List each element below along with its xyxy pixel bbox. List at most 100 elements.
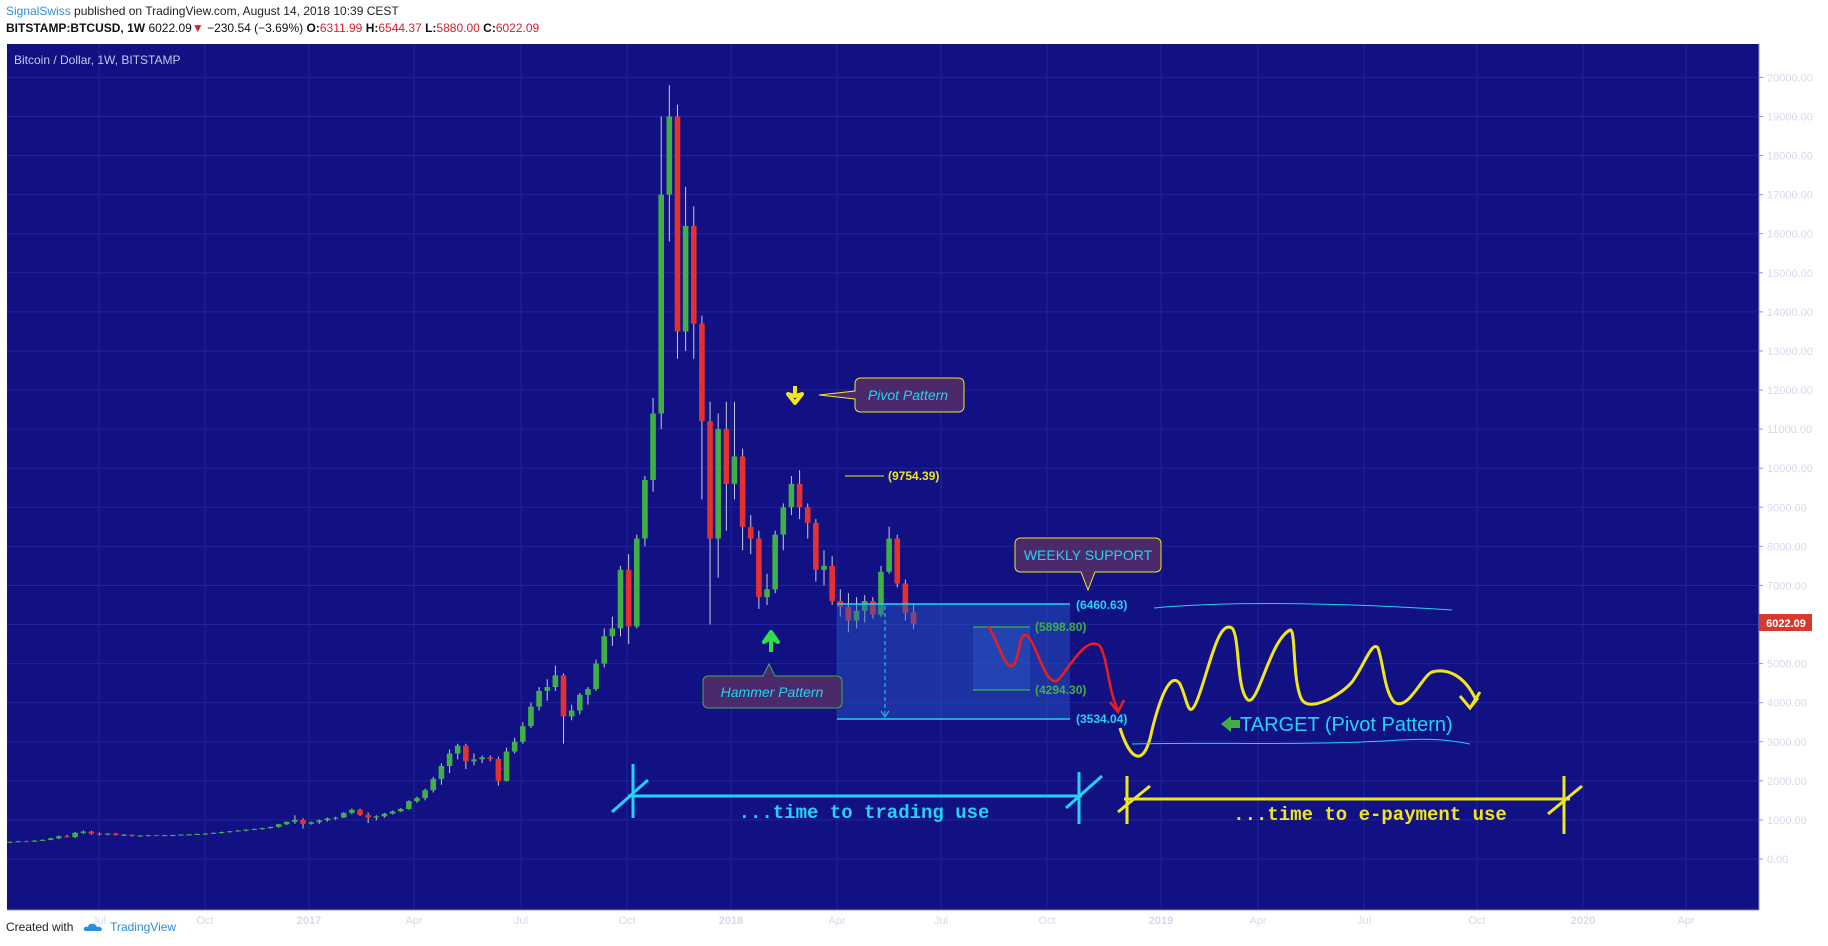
candle-body-bear xyxy=(747,526,754,539)
candle-body-bull xyxy=(186,834,192,836)
pivot-callout xyxy=(818,377,965,413)
candle-body-bull xyxy=(7,841,13,843)
candle-body-bear xyxy=(804,507,811,523)
candle-body-bull xyxy=(251,828,257,830)
pane-title: Bitcoin / Dollar, 1W, BITSTAMP xyxy=(14,53,181,67)
author-link[interactable]: SignalSwiss xyxy=(6,4,71,18)
candle-body-bull xyxy=(528,706,534,727)
candle-body-bull xyxy=(381,813,388,817)
candle-body-bull xyxy=(72,832,78,838)
candle-body-bull xyxy=(56,836,62,839)
candle-body-bull xyxy=(414,798,420,802)
candle-body-bear xyxy=(300,819,306,824)
tradingview-link[interactable]: TradingView xyxy=(110,920,177,934)
candle-body-bull xyxy=(552,675,559,688)
candle-body-bull xyxy=(235,830,241,832)
candle-body-bull xyxy=(349,809,355,813)
price-tick-label: 8000.00 xyxy=(1767,541,1807,553)
candle-body-bear xyxy=(902,583,909,613)
price-tick-label: 7000.00 xyxy=(1767,580,1807,592)
time-tick-label: 2020 xyxy=(1571,915,1595,927)
candle-body-bull xyxy=(80,831,87,833)
candle-body-bear xyxy=(845,606,852,621)
candle-body-bull xyxy=(104,833,111,835)
hammer-up-arrow-icon xyxy=(762,630,780,652)
candle-body-bull xyxy=(31,840,38,842)
price-tick-label: 11000.00 xyxy=(1767,424,1812,436)
candle-body-bear xyxy=(910,612,917,624)
down-arrow-icon: ▼ xyxy=(191,21,204,35)
price-tick-label: 5000.00 xyxy=(1767,659,1807,671)
time-tick-label: 2017 xyxy=(297,915,321,927)
chart-background xyxy=(7,44,1759,910)
price-tick-label: 17000.00 xyxy=(1767,190,1813,202)
candle-body-bull xyxy=(194,833,201,835)
candle-body-bear xyxy=(796,483,803,508)
candle-body-bull xyxy=(853,610,860,621)
price-tick-label: 13000.00 xyxy=(1767,346,1813,358)
candle-body-bull xyxy=(479,757,485,760)
candle-body-bull xyxy=(544,687,551,691)
trading-range-label: ...time to trading use xyxy=(739,802,990,824)
weekly-support-callout xyxy=(1014,537,1162,592)
price-tick-label: 15000.00 xyxy=(1767,268,1813,280)
footer: Created with TradingView xyxy=(6,920,176,934)
candle-body-bear xyxy=(829,565,835,602)
low-value: 5880.00 xyxy=(436,21,480,35)
candle-body-bear xyxy=(870,601,876,615)
low-label: L: xyxy=(425,21,437,35)
time-axis: Jul Oct 2017 Apr Jul Oct 2018 Apr Jul Oct 2019 Apr J… xyxy=(7,909,1759,927)
level-label-6460: (6460.63) xyxy=(1076,598,1127,612)
time-tick-label: Jul xyxy=(1357,915,1371,927)
candle-body-bull xyxy=(308,822,314,824)
time-tick-label: Oct xyxy=(196,915,213,927)
candle-body-bear xyxy=(129,834,135,836)
candle-body-bear xyxy=(487,757,494,759)
target-arrow-icon xyxy=(1221,716,1240,732)
candle-body-bull xyxy=(471,759,477,762)
candle-body-bear xyxy=(113,833,119,836)
candle-body-bull xyxy=(373,816,380,818)
candle-body-bear xyxy=(357,809,363,815)
open-value: 6311.99 xyxy=(319,21,363,35)
candle-body-bear xyxy=(723,429,730,484)
price-change: −230.54 (−3.69%) xyxy=(207,21,304,35)
level-label-3534: (3534.04) xyxy=(1076,712,1127,726)
candle-body-bull xyxy=(715,429,721,539)
candle-body-bull xyxy=(511,741,518,752)
publish-line: SignalSwiss published on TradingView.com… xyxy=(6,4,399,18)
last-price-tag-label: 6022.09 xyxy=(1766,618,1806,630)
target-label: TARGET (Pivot Pattern) xyxy=(1240,714,1453,736)
candle-body-bull xyxy=(772,534,778,590)
time-tick-label: Apr xyxy=(1249,915,1266,927)
candle-body-bear xyxy=(365,814,371,818)
candle-body-bear xyxy=(64,836,70,838)
close-value: 6022.09 xyxy=(495,21,540,35)
candle-body-bull xyxy=(601,636,608,664)
candle-body-bull xyxy=(593,663,599,690)
candle-body-bull xyxy=(788,483,795,508)
candle-body-bear xyxy=(690,225,697,324)
pivot-callout-label: Pivot Pattern xyxy=(868,387,948,403)
candles xyxy=(7,85,917,843)
high-value: 6544.37 xyxy=(378,21,422,35)
payment-range-start-slash xyxy=(1117,784,1151,814)
candle-body-bear xyxy=(739,456,746,527)
time-tick-label: Jul xyxy=(92,915,106,927)
ohlc-line: BITSTAMP:BTCUSD, 1W 6022.09▼ −230.54 (−3… xyxy=(6,21,539,35)
close-label: C: xyxy=(483,21,496,35)
time-tick-label: 2018 xyxy=(719,915,743,927)
support-zone-box xyxy=(837,604,1070,719)
candle-body-bull xyxy=(275,824,282,827)
candle-body-bull xyxy=(39,839,46,841)
price-tick-label: 14000.00 xyxy=(1767,307,1813,319)
created-with-text: Created with xyxy=(6,920,74,934)
price-axis: 20000.00 19000.00 18000.00 17000.00 16000.00… xyxy=(1758,44,1813,910)
candle-body-bull xyxy=(438,765,445,779)
support-inner-box xyxy=(973,627,1030,690)
candle-body-bull xyxy=(292,819,298,822)
candle-body-bull xyxy=(861,601,868,611)
time-tick-label: Oct xyxy=(618,915,635,927)
price-tick-label: 3000.00 xyxy=(1767,737,1807,749)
